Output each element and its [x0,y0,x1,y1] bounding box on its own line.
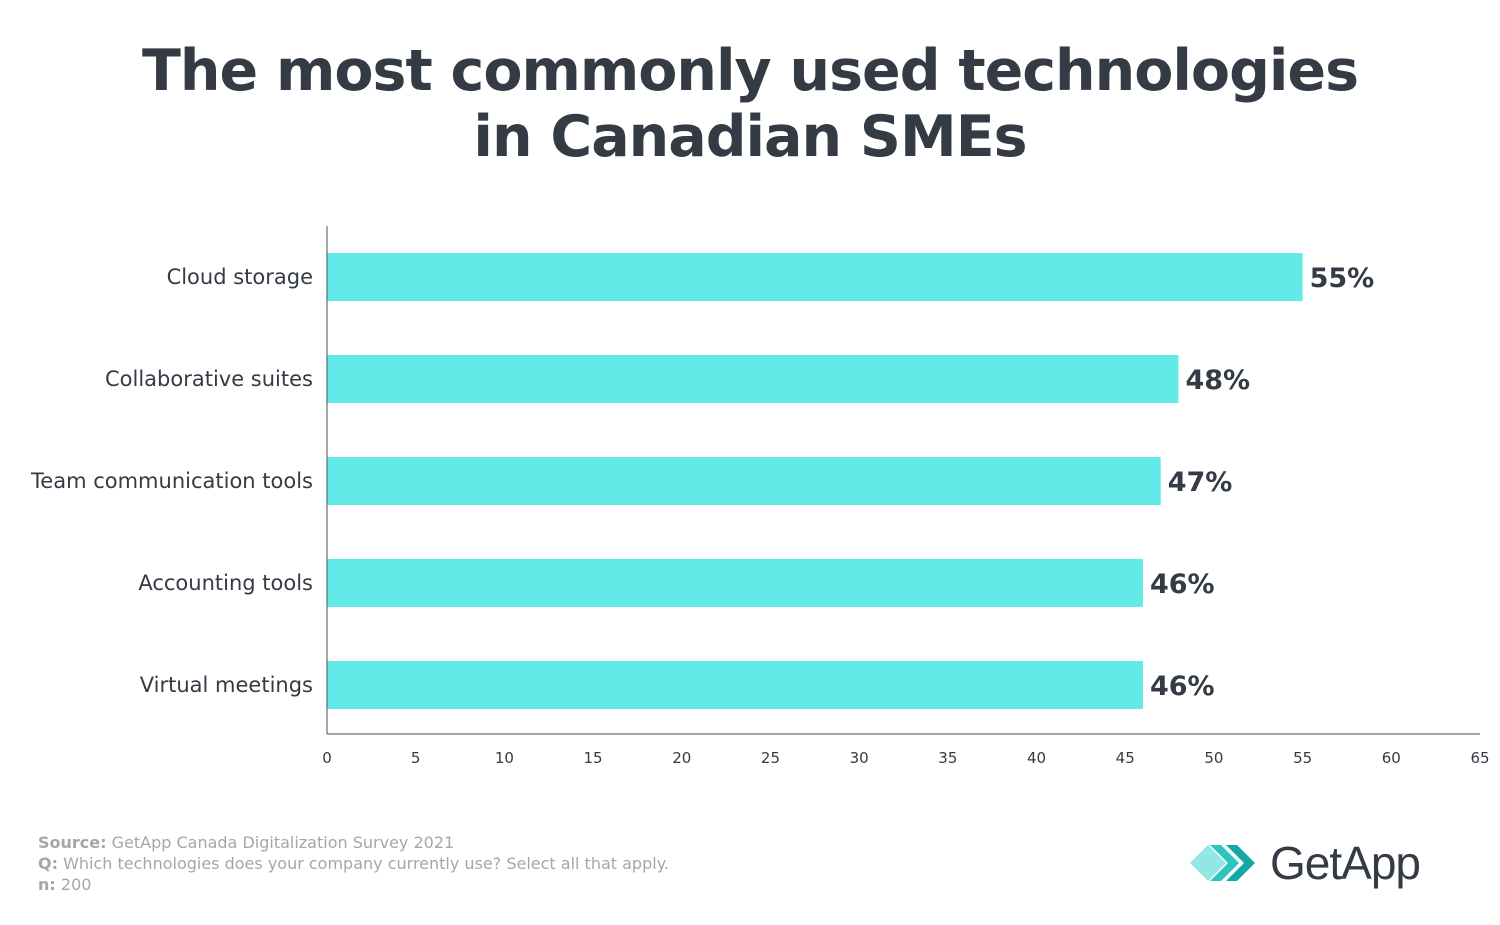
source-key: Source: [38,833,107,852]
x-tick-label-11: 55 [1293,749,1312,767]
x-tick-label-12: 60 [1382,749,1401,767]
bar-0 [327,253,1303,301]
question-line: Q: Which technologies does your company … [38,853,669,874]
question-value: Which technologies does your company cur… [58,854,669,873]
source-line: Source: GetApp Canada Digitalization Sur… [38,832,669,853]
x-tick-label-13: 65 [1470,749,1489,767]
bar-3 [327,559,1143,607]
x-tick-label-0: 0 [322,749,332,767]
x-tick-label-6: 30 [850,749,869,767]
x-tick-label-3: 15 [584,749,603,767]
value-labels: 55% 48% 47% 46% 46% [1150,263,1374,702]
category-label-3: Accounting tools [138,571,313,595]
category-label-0: Cloud storage [167,265,313,289]
category-labels: Cloud storage Collaborative suites Team co… [30,265,313,697]
chart-title: The most commonly used technologies in C… [0,38,1500,170]
bar-group [327,253,1303,709]
sample-key: n: [38,875,56,894]
x-tick-label-2: 10 [495,749,514,767]
category-label-2: Team communication tools [30,469,313,493]
sample-line: n: 200 [38,874,669,895]
x-tick-label-10: 50 [1204,749,1223,767]
category-label-1: Collaborative suites [105,367,313,391]
getapp-logo-text: GetApp [1270,837,1421,889]
value-label-2: 47% [1168,467,1233,498]
chart-footer: Source: GetApp Canada Digitalization Sur… [38,832,669,895]
x-tick-label-7: 35 [938,749,957,767]
value-label-0: 55% [1310,263,1375,294]
chart-title-line-1: The most commonly used technologies [142,38,1359,104]
x-tick-label-8: 40 [1027,749,1046,767]
value-label-1: 48% [1185,365,1250,396]
chart-title-line-2: in Canadian SMEs [473,104,1027,170]
x-tick-label-5: 25 [761,749,780,767]
sample-value: 200 [55,875,92,894]
getapp-chevrons-icon [1190,845,1255,881]
x-tick-label-9: 45 [1116,749,1135,767]
bar-4 [327,661,1143,709]
source-value: GetApp Canada Digitalization Survey 2021 [106,833,455,852]
value-label-3: 46% [1150,569,1215,600]
question-key: Q: [38,854,58,873]
category-label-4: Virtual meetings [140,673,313,697]
x-axis-ticks: 0 5 10 15 20 25 30 35 40 45 50 55 60 65 [322,749,1489,767]
value-label-4: 46% [1150,671,1215,702]
bar-chart: Cloud storage Collaborative suites Team co… [30,226,1490,767]
x-tick-label-1: 5 [411,749,421,767]
getapp-logo: GetApp [1190,837,1421,889]
x-tick-label-4: 20 [672,749,691,767]
bar-2 [327,457,1161,505]
bar-1 [327,355,1179,403]
